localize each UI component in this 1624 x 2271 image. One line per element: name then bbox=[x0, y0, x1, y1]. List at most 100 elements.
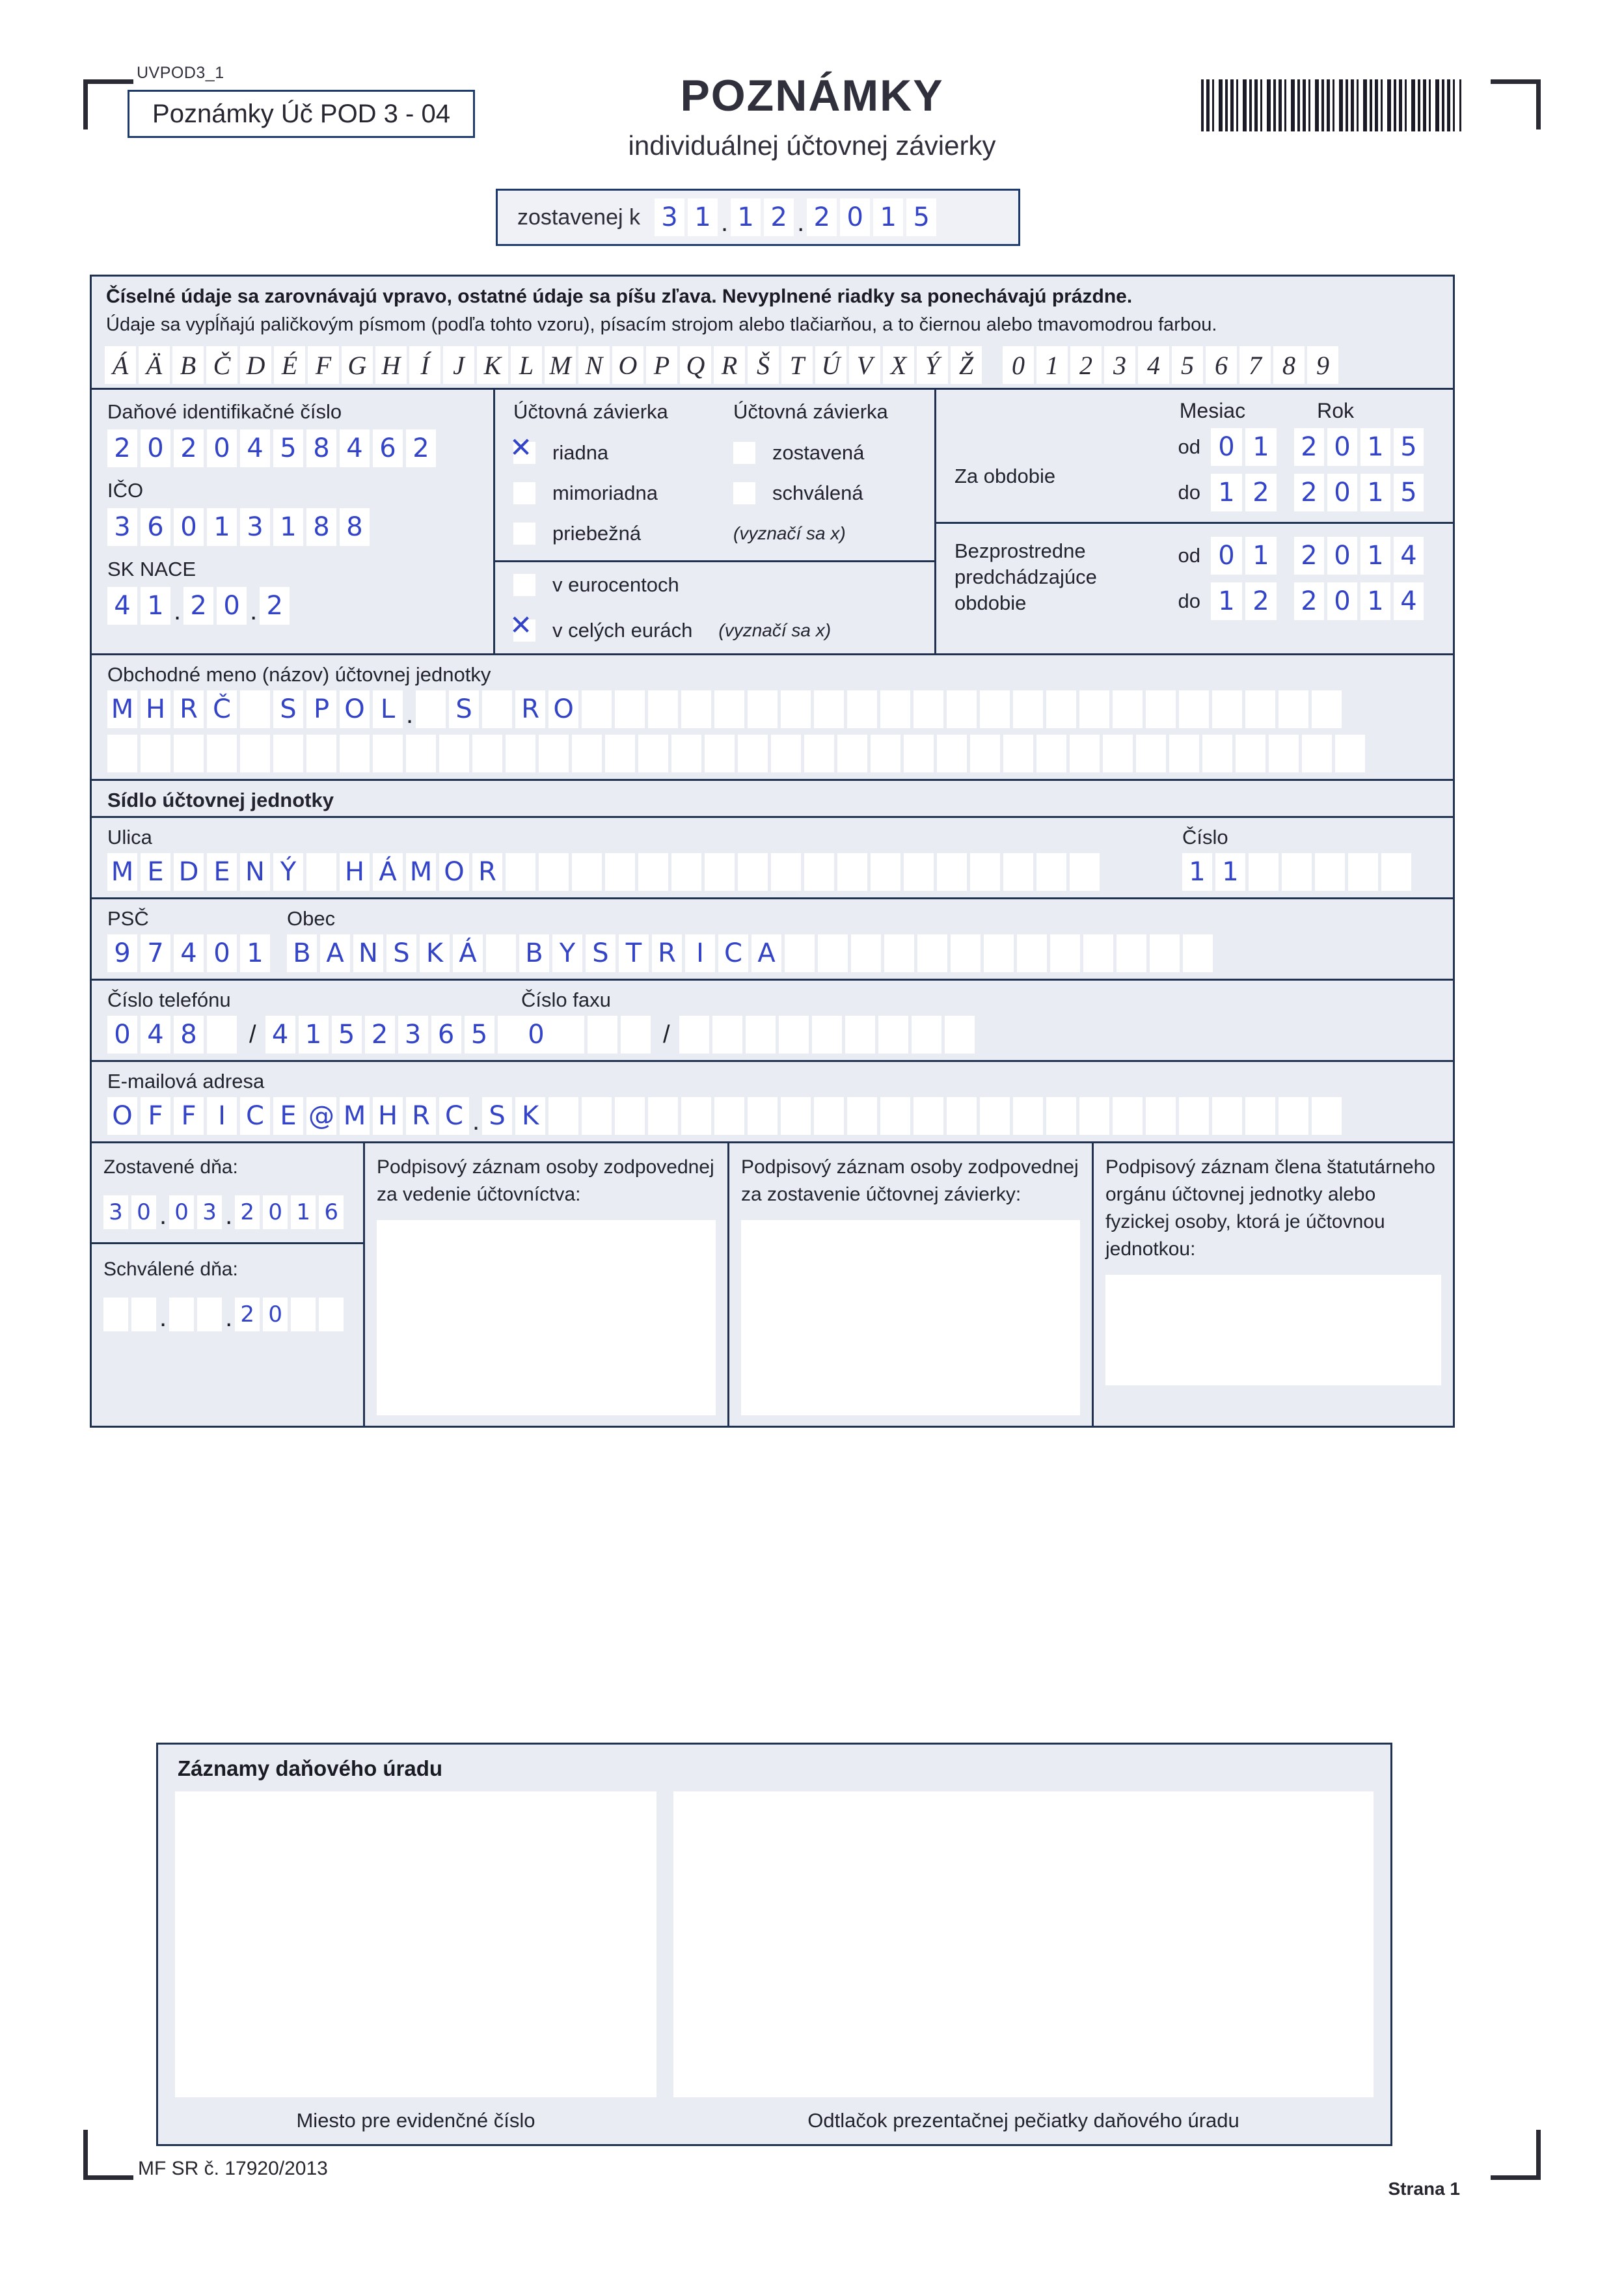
char-cell[interactable] bbox=[880, 690, 911, 728]
char-cell[interactable] bbox=[306, 853, 336, 891]
char-cell[interactable]: S bbox=[586, 934, 616, 972]
char-cell[interactable]: 1 bbox=[1211, 474, 1242, 511]
char-cell[interactable]: 4 bbox=[340, 429, 370, 467]
char-cell[interactable] bbox=[914, 690, 944, 728]
char-cell[interactable]: 6 bbox=[319, 1195, 344, 1229]
char-cell[interactable]: H bbox=[373, 1097, 403, 1135]
char-cell[interactable]: 0 bbox=[263, 1298, 288, 1331]
char-cell[interactable] bbox=[1017, 934, 1047, 972]
char-cell[interactable] bbox=[1315, 853, 1345, 891]
char-cell[interactable] bbox=[785, 934, 815, 972]
stamp-box[interactable] bbox=[673, 1791, 1374, 2097]
char-cell[interactable]: N bbox=[353, 934, 383, 972]
char-cell[interactable] bbox=[937, 735, 967, 772]
char-cell[interactable] bbox=[169, 1298, 195, 1331]
char-cell[interactable]: 1 bbox=[298, 1016, 329, 1054]
char-cell[interactable]: 1 bbox=[731, 198, 761, 236]
char-cell[interactable]: 8 bbox=[306, 429, 336, 467]
char-cell[interactable]: A bbox=[320, 934, 350, 972]
char-cell[interactable]: 4 bbox=[107, 587, 137, 625]
char-cell[interactable]: H bbox=[141, 690, 170, 728]
char-cell[interactable] bbox=[141, 735, 170, 772]
char-cell[interactable]: 3 bbox=[197, 1195, 223, 1229]
char-cell[interactable]: M bbox=[107, 853, 137, 891]
fax-number-cells[interactable] bbox=[679, 1016, 978, 1054]
char-cell[interactable]: P bbox=[306, 690, 336, 728]
char-cell[interactable] bbox=[880, 1097, 911, 1135]
char-cell[interactable] bbox=[1312, 690, 1342, 728]
char-cell[interactable] bbox=[439, 735, 469, 772]
char-cell[interactable] bbox=[681, 1097, 712, 1135]
char-cell[interactable] bbox=[291, 1298, 316, 1331]
char-cell[interactable] bbox=[1312, 1097, 1342, 1135]
checkbox-row-zostavena[interactable]: zostavená bbox=[733, 433, 888, 473]
char-cell[interactable] bbox=[1136, 735, 1166, 772]
company-name-line-2[interactable] bbox=[92, 735, 1453, 779]
char-cell[interactable]: B bbox=[287, 934, 317, 972]
checkbox-riadna[interactable] bbox=[509, 431, 535, 464]
char-cell[interactable] bbox=[947, 1097, 977, 1135]
signature-preparer-box[interactable] bbox=[741, 1220, 1080, 1415]
char-cell[interactable]: B bbox=[519, 934, 549, 972]
char-cell[interactable]: 0 bbox=[207, 429, 237, 467]
char-cell[interactable] bbox=[837, 735, 867, 772]
char-cell[interactable] bbox=[811, 1016, 842, 1054]
checkbox-v-eurocentoch[interactable] bbox=[513, 574, 535, 596]
char-cell[interactable]: R bbox=[174, 690, 204, 728]
char-cell[interactable]: 0 bbox=[521, 1016, 551, 1054]
fax-value-row[interactable]: 0 / bbox=[521, 1016, 1453, 1060]
char-cell[interactable] bbox=[1236, 735, 1265, 772]
char-cell[interactable]: N bbox=[240, 853, 270, 891]
char-cell[interactable] bbox=[714, 690, 745, 728]
char-cell[interactable]: 0 bbox=[107, 1016, 137, 1054]
char-cell[interactable]: 4 bbox=[174, 934, 204, 972]
char-cell[interactable] bbox=[1003, 735, 1033, 772]
checkbox-v-celych-eurach[interactable] bbox=[509, 609, 535, 642]
char-cell[interactable]: 1 bbox=[207, 508, 237, 546]
char-cell[interactable] bbox=[1113, 690, 1143, 728]
char-cell[interactable] bbox=[748, 1097, 778, 1135]
char-cell[interactable] bbox=[1046, 1097, 1077, 1135]
char-cell[interactable]: Á bbox=[453, 934, 483, 972]
char-cell[interactable]: 8 bbox=[340, 508, 370, 546]
char-cell[interactable]: 0 bbox=[169, 1195, 195, 1229]
char-cell[interactable] bbox=[745, 1016, 776, 1054]
char-cell[interactable]: 3 bbox=[240, 508, 270, 546]
char-cell[interactable]: 0 bbox=[217, 587, 247, 625]
char-cell[interactable] bbox=[1335, 735, 1365, 772]
char-cell[interactable]: 0 bbox=[174, 508, 204, 546]
char-cell[interactable]: C bbox=[439, 1097, 469, 1135]
char-cell[interactable] bbox=[904, 853, 934, 891]
char-cell[interactable]: 3 bbox=[398, 1016, 428, 1054]
char-cell[interactable] bbox=[648, 1097, 679, 1135]
char-cell[interactable] bbox=[207, 1016, 237, 1054]
char-cell[interactable]: 1 bbox=[1211, 582, 1242, 620]
signature-preparer-column[interactable]: Podpisový záznam osoby zodpovednej za zo… bbox=[729, 1143, 1094, 1426]
char-cell[interactable]: O bbox=[439, 853, 469, 891]
char-cell[interactable] bbox=[472, 735, 502, 772]
char-cell[interactable]: 0 bbox=[207, 934, 237, 972]
char-cell[interactable] bbox=[837, 853, 867, 891]
char-cell[interactable] bbox=[781, 690, 811, 728]
char-cell[interactable] bbox=[539, 853, 569, 891]
char-cell[interactable]: 0 bbox=[131, 1195, 156, 1229]
char-cell[interactable]: 2 bbox=[1294, 428, 1324, 466]
char-cell[interactable]: Ý bbox=[273, 853, 303, 891]
char-cell[interactable] bbox=[884, 934, 914, 972]
char-cell[interactable] bbox=[1183, 934, 1213, 972]
char-cell[interactable] bbox=[1050, 934, 1080, 972]
char-cell[interactable]: 5 bbox=[1394, 428, 1424, 466]
char-cell[interactable]: C bbox=[240, 1097, 270, 1135]
char-cell[interactable]: 5 bbox=[906, 198, 937, 236]
char-cell[interactable] bbox=[671, 735, 701, 772]
char-cell[interactable]: 2 bbox=[174, 429, 204, 467]
char-cell[interactable]: 2 bbox=[260, 587, 290, 625]
